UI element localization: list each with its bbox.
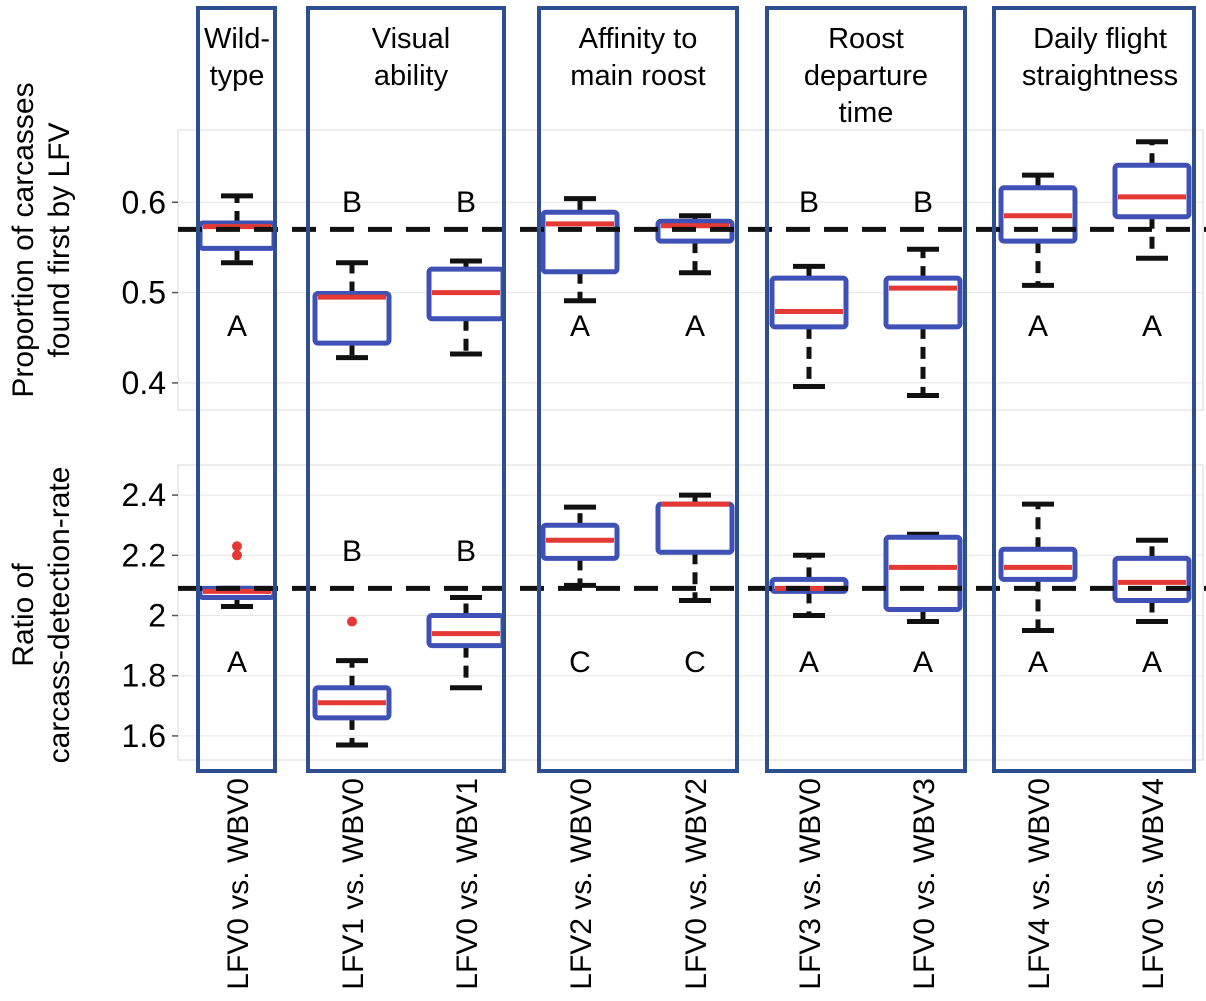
group-title: Daily flight straightness <box>1022 23 1178 92</box>
x-category-label: LFV0 vs. WBV4 <box>1137 778 1170 990</box>
group-frame-2 <box>306 6 506 773</box>
panel-1-y-axis-label: Proportion of carcasses found first by LF… <box>7 82 76 397</box>
significance-letter: B <box>913 186 933 219</box>
interquartile-box <box>769 275 849 330</box>
box-2-2 <box>312 616 392 748</box>
panel-1-y-tick-label: 0.5 <box>122 275 166 311</box>
significance-letter: B <box>456 186 476 219</box>
interquartile-box <box>312 290 392 346</box>
significance-letter: B <box>342 535 362 568</box>
significance-letter: A <box>570 310 590 343</box>
interquartile-box <box>540 209 620 275</box>
box-2-5 <box>655 492 735 603</box>
box-1-6 <box>769 263 849 390</box>
outlier-point <box>232 541 242 552</box>
interquartile-box <box>1112 555 1192 603</box>
significance-letter: A <box>1142 310 1162 343</box>
x-category-label: LFV0 vs. WBV3 <box>908 778 941 990</box>
group-title: Roost departure time <box>804 23 928 129</box>
panel-1-y-tick-label: 0.4 <box>122 365 166 401</box>
interquartile-box <box>883 534 963 612</box>
interquartile-box <box>883 275 963 330</box>
group-frame-1 <box>196 6 277 773</box>
group-title: Affinity to main roost <box>570 23 705 92</box>
interquartile-box <box>998 546 1078 582</box>
group-frame-4 <box>765 6 967 773</box>
significance-letter: C <box>684 646 706 679</box>
group-title: Visual ability <box>372 23 450 92</box>
panel-2-y-tick-label: 2.4 <box>122 477 166 513</box>
box-1-2 <box>312 260 392 361</box>
significance-letter: A <box>1028 646 1048 679</box>
significance-letter: A <box>227 310 247 343</box>
box-2-8 <box>998 501 1078 634</box>
significance-letter: A <box>1028 310 1048 343</box>
panel-2-y-tick-label: 2.2 <box>122 537 166 573</box>
interquartile-box <box>655 501 735 555</box>
significance-letter: C <box>569 646 591 679</box>
outlier-point <box>232 550 242 561</box>
group-frame-3 <box>537 6 739 773</box>
panel-2-y-tick-label: 1.8 <box>122 658 166 694</box>
significance-letter: A <box>1142 646 1162 679</box>
box-1-7 <box>883 246 963 399</box>
interquartile-box <box>1112 162 1192 220</box>
panel-1-y-tick-label: 0.6 <box>122 184 166 220</box>
x-category-label: LFV0 vs. WBV1 <box>451 778 484 990</box>
x-category-label: LFV3 vs. WBV0 <box>794 778 827 990</box>
significance-letter: A <box>227 646 247 679</box>
panel-1-background <box>177 129 1204 411</box>
significance-letter: A <box>799 646 819 679</box>
significance-letter: A <box>685 310 705 343</box>
significance-letter: B <box>799 186 819 219</box>
x-category-label: LFV0 vs. WBV2 <box>680 778 713 990</box>
significance-letter: B <box>456 535 476 568</box>
interquartile-box <box>426 613 506 649</box>
group-title: Wild-type <box>204 23 270 92</box>
panel-2-y-tick-label: 2 <box>148 598 166 634</box>
panel-2-y-tick-label: 1.6 <box>122 718 166 754</box>
panel-2-y-axis-label: Ratio of carcass-detection-rate <box>7 467 76 764</box>
box-2-7 <box>883 531 963 625</box>
box-1-9 <box>1112 139 1192 261</box>
significance-letter: A <box>913 646 933 679</box>
outlier-point <box>347 616 357 627</box>
x-category-label: LFV2 vs. WBV0 <box>565 778 598 990</box>
x-category-label: LFV0 vs. WBV0 <box>222 778 255 990</box>
group-frame-5 <box>992 6 1196 773</box>
x-category-label: LFV1 vs. WBV0 <box>337 778 370 990</box>
box-2-4 <box>540 504 620 588</box>
x-category-label: LFV4 vs. WBV0 <box>1023 778 1056 990</box>
significance-letter: B <box>342 186 362 219</box>
